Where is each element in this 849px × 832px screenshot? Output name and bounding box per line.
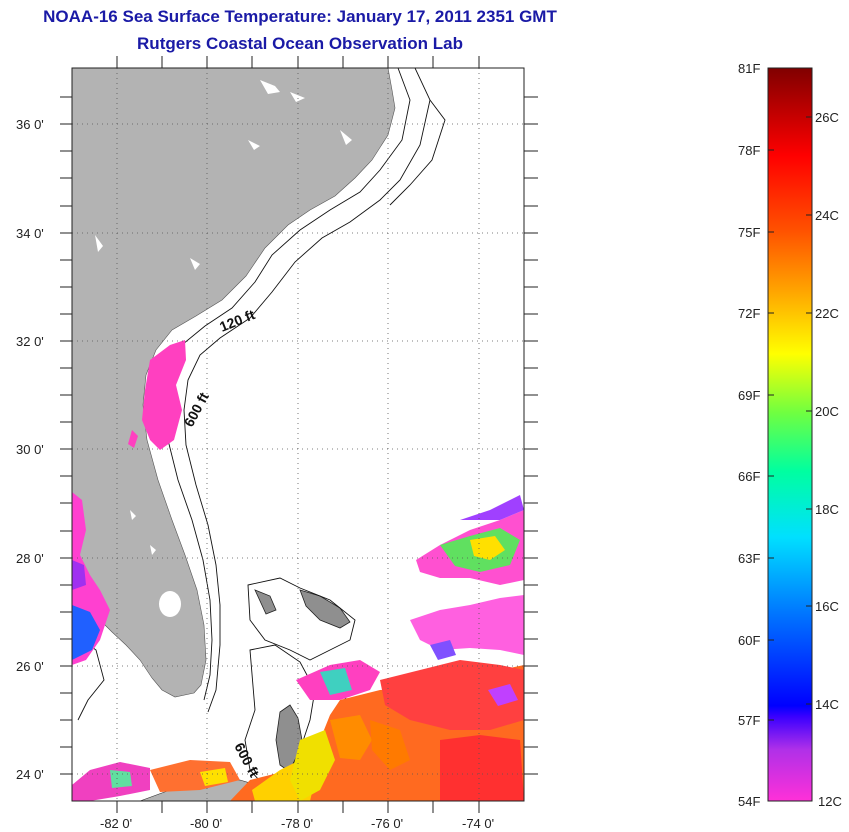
colorbar-f-label: 78F: [738, 143, 760, 158]
graticule: [72, 68, 524, 801]
land-southeast-us: [72, 68, 396, 698]
lat-tick-label: 36 0': [16, 117, 44, 132]
lon-tick-label: -74 0': [462, 816, 494, 831]
lat-tick-label: 26 0': [16, 659, 44, 674]
lat-tick-label: 28 0': [16, 551, 44, 566]
colorbar-f-label: 54F: [738, 794, 760, 809]
colorbar-c-label: 20C: [815, 404, 839, 419]
lon-tick-label: -80 0': [190, 816, 222, 831]
colorbar-f-label: 75F: [738, 225, 760, 240]
colorbar-c-label: 16C: [815, 599, 839, 614]
colorbar: 81F 78F 75F 72F 69F 66F 63F 60F 57F 54F …: [738, 61, 842, 809]
lat-tick-label: 34 0': [16, 226, 44, 241]
colorbar-c-label: 14C: [815, 697, 839, 712]
colorbar-c-label: 12C: [818, 794, 842, 809]
map-subtitle: Rutgers Coastal Ocean Observation Lab: [137, 34, 463, 53]
colorbar-f-label: 57F: [738, 713, 760, 728]
colorbar-c-label: 26C: [815, 110, 839, 125]
axis-ticks: [60, 56, 538, 813]
colorbar-f-label: 81F: [738, 61, 760, 76]
colorbar-f-label: 66F: [738, 469, 760, 484]
map-area: 120 ft 600 ft 600 ft: [72, 68, 524, 801]
colorbar-c-label: 18C: [815, 502, 839, 517]
lat-tick-label: 32 0': [16, 334, 44, 349]
lat-tick-label: 30 0': [16, 442, 44, 457]
colorbar-f-label: 60F: [738, 633, 760, 648]
lon-tick-label: -78 0': [281, 816, 313, 831]
colorbar-f-label: 69F: [738, 388, 760, 403]
colorbar-c-label: 22C: [815, 306, 839, 321]
lat-tick-labels: 24 0' 26 0' 28 0' 30 0' 32 0' 34 0' 36 0…: [16, 117, 44, 782]
lon-tick-label: -76 0': [371, 816, 403, 831]
colorbar-f-label: 63F: [738, 551, 760, 566]
colorbar-f-label: 72F: [738, 306, 760, 321]
lon-tick-labels: -82 0' -80 0' -78 0' -76 0' -74 0': [100, 816, 494, 831]
map-title: NOAA-16 Sea Surface Temperature: January…: [43, 7, 557, 26]
lat-tick-label: 24 0': [16, 767, 44, 782]
lon-tick-label: -82 0': [100, 816, 132, 831]
sst-observations: [72, 340, 524, 801]
colorbar-gradient: [767, 67, 813, 802]
lake-okeechobee: [159, 591, 181, 617]
colorbar-c-label: 24C: [815, 208, 839, 223]
